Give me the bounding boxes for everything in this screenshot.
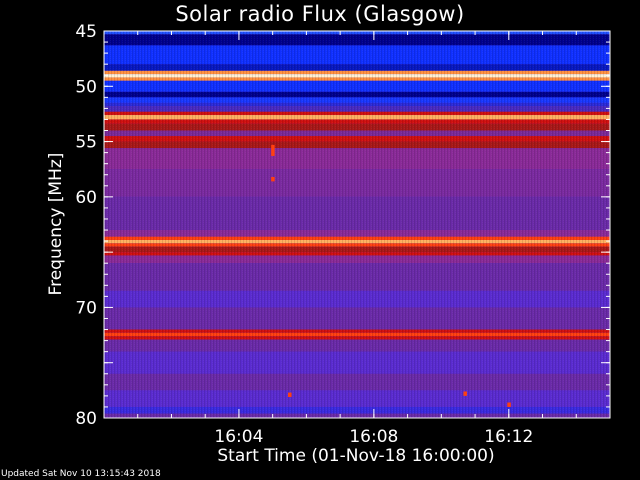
plot-frame (103, 30, 611, 419)
y-tick-label: 50 (75, 77, 97, 97)
x-tick-label: 16:12 (484, 427, 533, 447)
y-tick-label: 80 (75, 409, 97, 429)
y-tick-label: 70 (75, 298, 97, 318)
y-tick-label: 55 (75, 133, 97, 153)
burst-mark (271, 176, 275, 182)
x-tick-label: 16:04 (214, 427, 263, 447)
burst-mark (507, 402, 511, 407)
chart-title: Solar radio Flux (Glasgow) (175, 2, 465, 26)
updated-timestamp: Updated Sat Nov 10 13:15:43 2018 (1, 469, 161, 479)
x-axis-label: Start Time (01-Nov-18 16:00:00) (217, 446, 494, 466)
burst-mark (271, 144, 275, 156)
x-tick-label: 16:08 (349, 427, 398, 447)
plot-area (104, 31, 610, 418)
y-tick-label: 45 (75, 22, 97, 42)
burst-mark (463, 391, 467, 396)
y-tick-label: 60 (75, 188, 97, 208)
plot-texture (104, 31, 610, 418)
axes: 45 50 55 60 70 80 16:04 16:08 16:12 (75, 22, 611, 447)
y-axis-label: Frequency [MHz] (46, 153, 66, 296)
burst-mark (288, 392, 292, 397)
